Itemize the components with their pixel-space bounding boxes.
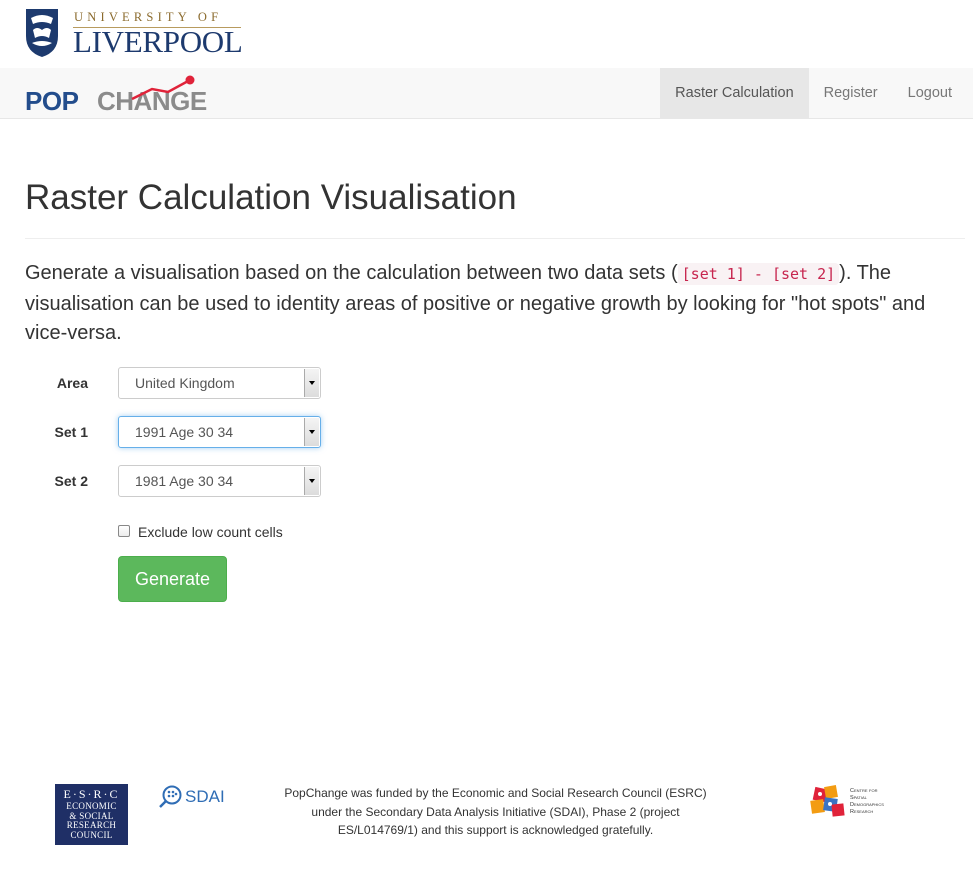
brand-change-text: CHANGE (97, 86, 207, 116)
chevron-down-icon[interactable] (304, 369, 319, 397)
university-rule (73, 27, 241, 28)
nav-item-logout[interactable]: Logout (907, 85, 952, 101)
csdr-people-icon (810, 785, 845, 817)
lead-text-end: ). The visualisation can be used to iden… (25, 262, 926, 344)
sdai-label: SDAI (185, 787, 225, 806)
csdr-label: Centre for Spatial Demographics Research (850, 788, 884, 816)
csdr-line: Demographics (850, 802, 884, 808)
exclude-low-count-checkbox[interactable] (118, 525, 130, 537)
esrc-line: COUNCIL (70, 829, 113, 840)
csdr-line: Research (850, 809, 874, 815)
navbar: POP CHANGE Raster Calculation Register L… (0, 68, 973, 119)
esrc-line: RESEARCH (66, 820, 117, 830)
popchange-logo[interactable]: POP CHANGE (25, 72, 225, 116)
set1-select[interactable]: 1991 Age 30 34 (118, 416, 321, 448)
funding-statement: PopChange was funded by the Economic and… (284, 786, 707, 837)
set2-label: Set 2 (54, 473, 88, 489)
brand-pop-text: POP (25, 86, 79, 116)
university-header: UNIVERSITY OF LIVERPOOL (0, 0, 973, 68)
set1-label: Set 1 (54, 424, 88, 440)
set1-select-value: 1991 Age 30 34 (135, 424, 234, 440)
nav-item-register[interactable]: Register (823, 85, 878, 101)
esrc-line: & SOCIAL (69, 810, 114, 821)
esrc-line: ECONOMIC (66, 801, 117, 811)
growth-arrow-icon (131, 75, 195, 101)
csdr-line: Spatial (850, 795, 867, 801)
formula-code: [set 1] - [set 2] (677, 263, 840, 285)
page-description: Generate a visualisation based on the ca… (25, 259, 960, 349)
esrc-initials: E·S·R·C (63, 787, 120, 801)
university-name: LIVERPOOL (73, 24, 243, 59)
university-of-text: UNIVERSITY OF (74, 10, 223, 24)
lead-text-start: Generate a visualisation based on the ca… (25, 262, 678, 284)
set2-select-value: 1981 Age 30 34 (135, 473, 234, 489)
title-divider (25, 238, 965, 239)
generate-button[interactable]: Generate (118, 556, 227, 602)
area-select-value: United Kingdom (135, 375, 235, 391)
nav-menu: Raster Calculation Register Logout (660, 68, 967, 118)
esrc-logo: E·S·R·C ECONOMIC & SOCIAL RESEARCH COUNC… (55, 784, 128, 845)
magnifier-icon (159, 785, 182, 808)
chevron-down-icon[interactable] (304, 418, 319, 446)
area-label: Area (56, 375, 88, 391)
set2-select[interactable]: 1981 Age 30 34 (118, 465, 321, 497)
nav-item-raster-calculation[interactable]: Raster Calculation (660, 68, 809, 118)
csdr-line: Centre for (850, 788, 878, 794)
chevron-down-icon[interactable] (304, 467, 319, 495)
university-crest-icon (26, 9, 58, 57)
csdr-logo: Centre for Spatial Demographics Research (810, 784, 890, 820)
exclude-low-count-label[interactable]: Exclude low count cells (138, 524, 283, 540)
page-title: Raster Calculation Visualisation (25, 178, 517, 217)
area-select[interactable]: United Kingdom (118, 367, 321, 399)
